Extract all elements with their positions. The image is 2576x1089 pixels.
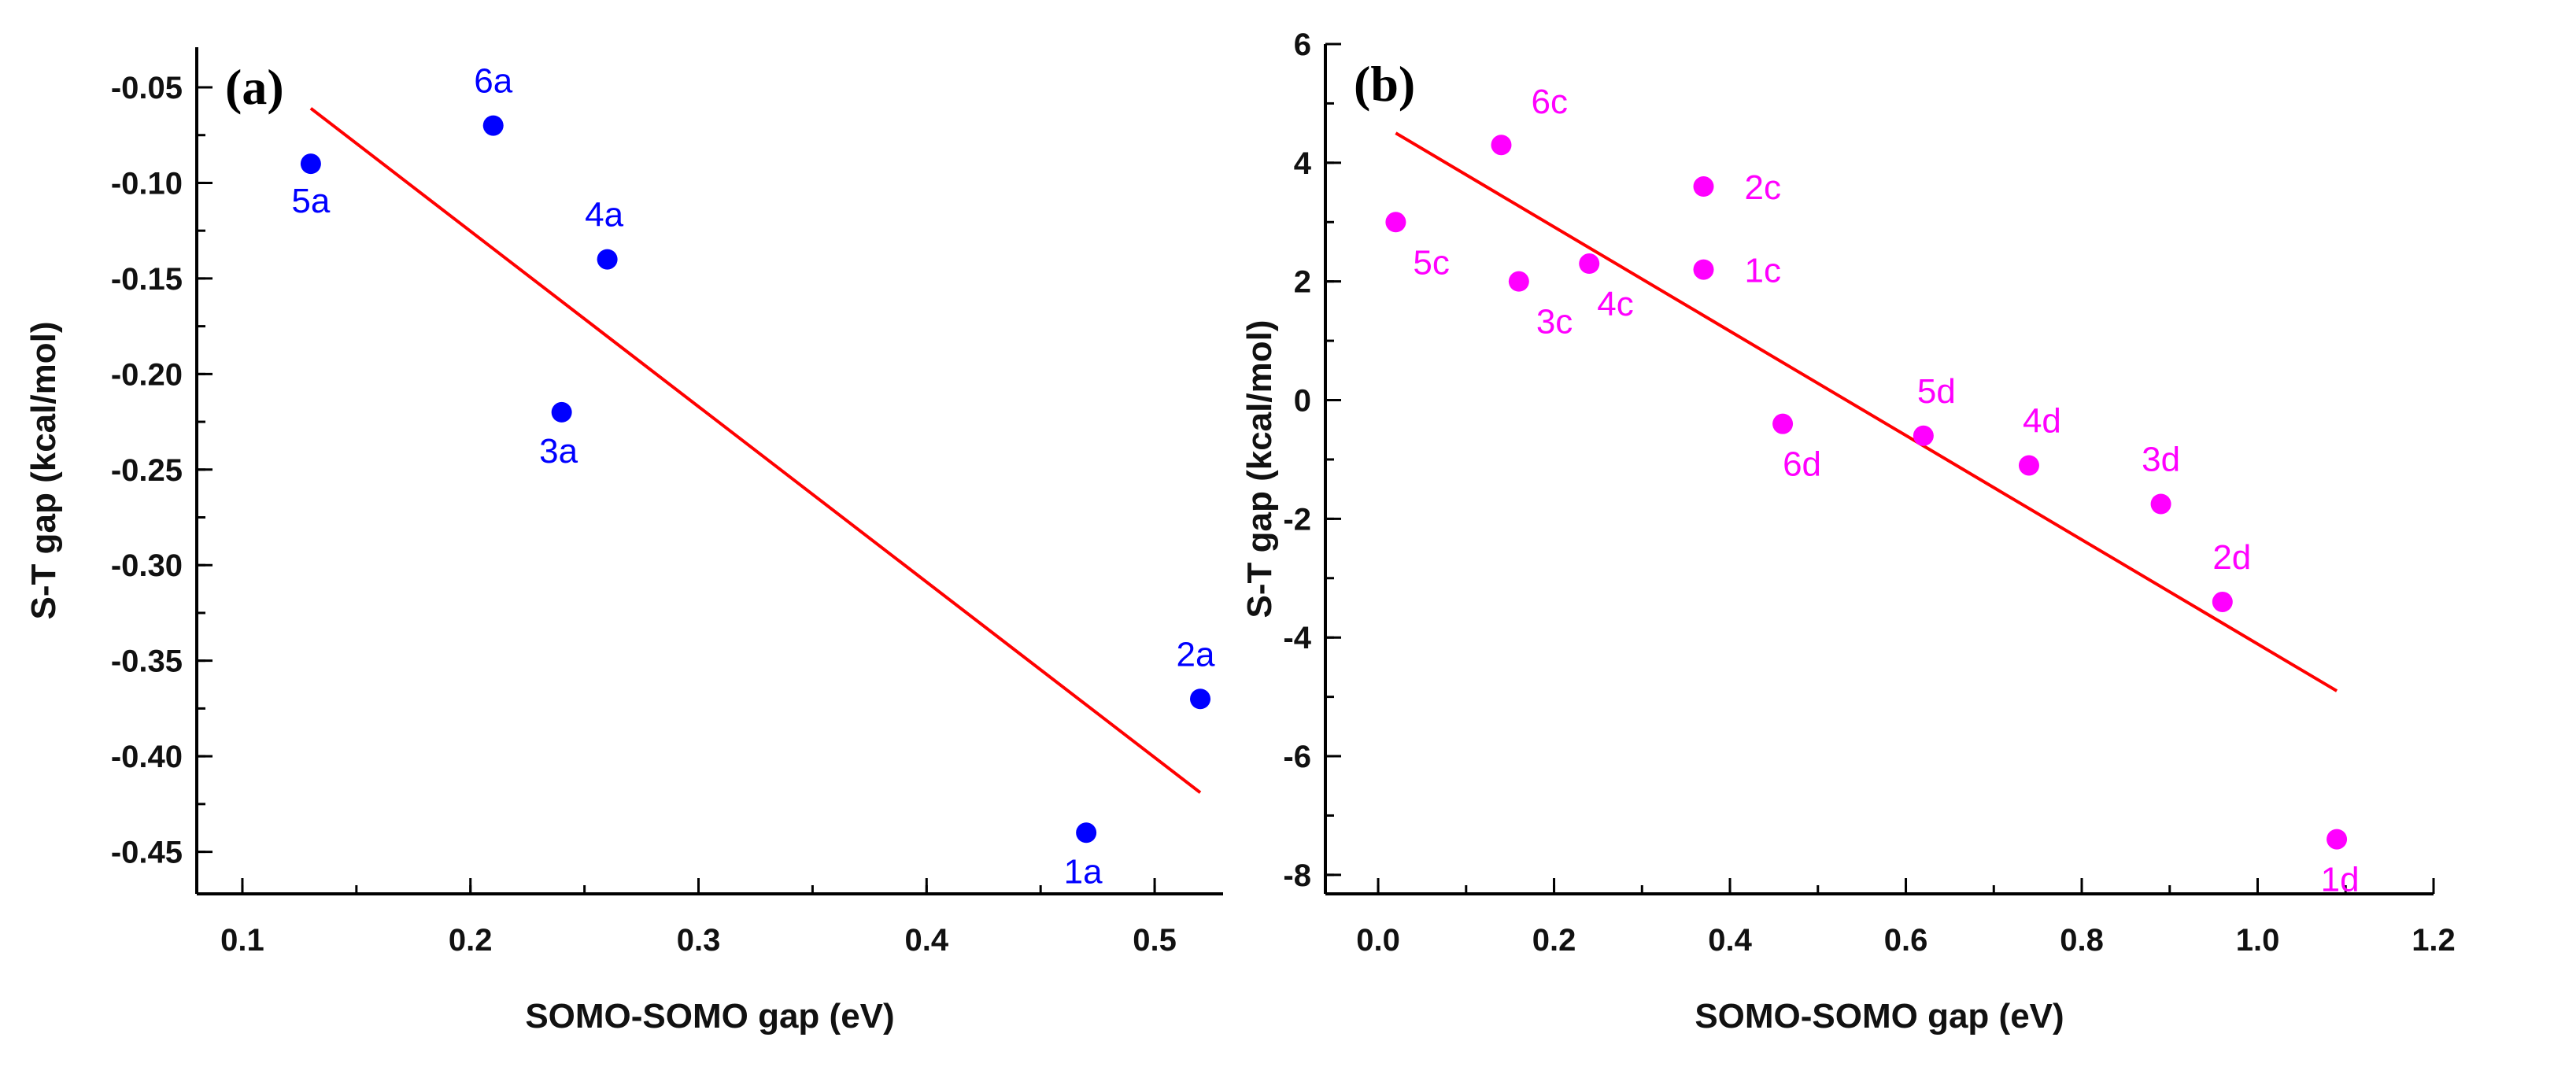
data-point-1d [2327, 829, 2348, 850]
fit-line [309, 107, 1202, 794]
y-tick-label: -0.05 [111, 71, 183, 105]
data-label-1d: 1d [2321, 861, 2360, 899]
data-label-4d: 4d [2023, 401, 2061, 440]
x-tick-label: 0.5 [1133, 923, 1177, 958]
y-tick-label: 0 [1294, 384, 1311, 419]
data-point-1a [1076, 822, 1097, 844]
panel-b-chart: 0.0 0.2 0.4 0.6 0.8 1.0 1.2 6 4 2 0 -2 -4 -6 -8 SOMO-SO… [1240, 28, 2456, 1035]
y-axis-title: S-T gap (kcal/mol) [1240, 320, 1279, 618]
data-point-1c [1693, 259, 1714, 280]
x-tick-label: 0.4 [904, 923, 948, 958]
y-tick-label: -0.20 [111, 357, 183, 392]
fit-line [1395, 131, 2338, 692]
x-tick-label: 1.2 [2412, 923, 2456, 958]
y-tick-label: -6 [1283, 740, 1311, 774]
x-tick-label: 1.0 [2236, 923, 2280, 958]
data-label-6d: 6d [1783, 445, 1821, 484]
y-tick-label: -4 [1283, 621, 1311, 655]
y-tick-label: -0.15 [111, 262, 183, 297]
data-point-3c [1508, 271, 1529, 292]
x-axis-title: SOMO-SOMO gap (eV) [525, 997, 894, 1035]
data-label-4a: 4a [585, 196, 623, 234]
data-point-5a [300, 153, 321, 175]
data-label-2c: 2c [1745, 168, 1781, 207]
data-point-5c [1385, 212, 1406, 233]
data-label-2a: 2a [1177, 635, 1215, 674]
data-label-1c: 1c [1745, 252, 1781, 290]
x-axis-title: SOMO-SOMO gap (eV) [1695, 997, 2064, 1035]
data-label-5a: 5a [291, 182, 330, 220]
y-tick-label: 6 [1294, 28, 1311, 62]
data-label-1a: 1a [1064, 852, 1103, 891]
x-tick-label: 0.4 [1708, 923, 1752, 958]
x-tick-label: 0.2 [1532, 923, 1576, 958]
y-tick-label: 2 [1294, 265, 1311, 300]
y-tick-label: -0.35 [111, 644, 183, 679]
panel-a-chart: 0.1 0.2 0.3 0.4 0.5 -0.05 -0.10 -0.15 -0.20 -0.25… [24, 47, 1223, 1035]
y-tick-label: -0.25 [111, 453, 183, 488]
data-point-4c [1579, 253, 1600, 275]
data-point-6d [1772, 413, 1794, 434]
y-tick-label: -0.40 [111, 740, 183, 774]
data-point-2c [1693, 176, 1714, 197]
y-tick-label: 4 [1294, 146, 1312, 181]
data-label-2d: 2d [2212, 538, 2251, 577]
y-tick-label: -2 [1283, 502, 1311, 537]
data-point-3a [551, 401, 572, 423]
y-tick-label: -0.30 [111, 548, 183, 583]
y-tick-label: -0.10 [111, 166, 183, 201]
y-tick-label: -8 [1283, 858, 1311, 893]
data-point-6a [482, 115, 504, 136]
data-point-2d [2212, 591, 2233, 612]
data-point-4a [597, 249, 618, 270]
y-axis-title: S-T gap (kcal/mol) [24, 322, 63, 620]
data-point-5d [1913, 425, 1934, 446]
x-tick-label: 0.1 [220, 923, 264, 958]
data-point-4d [2018, 455, 2039, 476]
x-tick-label: 0.3 [677, 923, 721, 958]
data-label-3c: 3c [1536, 303, 1573, 341]
panel-label: (b) [1354, 56, 1415, 112]
data-label-6c: 6c [1531, 83, 1567, 121]
data-label-3d: 3d [2142, 440, 2180, 478]
data-label-4c: 4c [1597, 285, 1633, 323]
data-label-5d: 5d [1917, 372, 1956, 411]
panel-label: (a) [225, 59, 284, 115]
data-label-6a: 6a [474, 62, 512, 101]
data-point-6c [1491, 135, 1512, 156]
data-label-5c: 5c [1413, 243, 1449, 282]
x-tick-label: 0.6 [1884, 923, 1928, 958]
x-tick-label: 0.0 [1356, 923, 1400, 958]
y-tick-label: -0.45 [111, 836, 183, 870]
data-point-2a [1190, 688, 1211, 710]
x-tick-label: 0.2 [449, 923, 493, 958]
x-tick-label: 0.8 [2060, 923, 2104, 958]
data-point-3d [2150, 493, 2171, 515]
data-label-3a: 3a [539, 432, 578, 471]
